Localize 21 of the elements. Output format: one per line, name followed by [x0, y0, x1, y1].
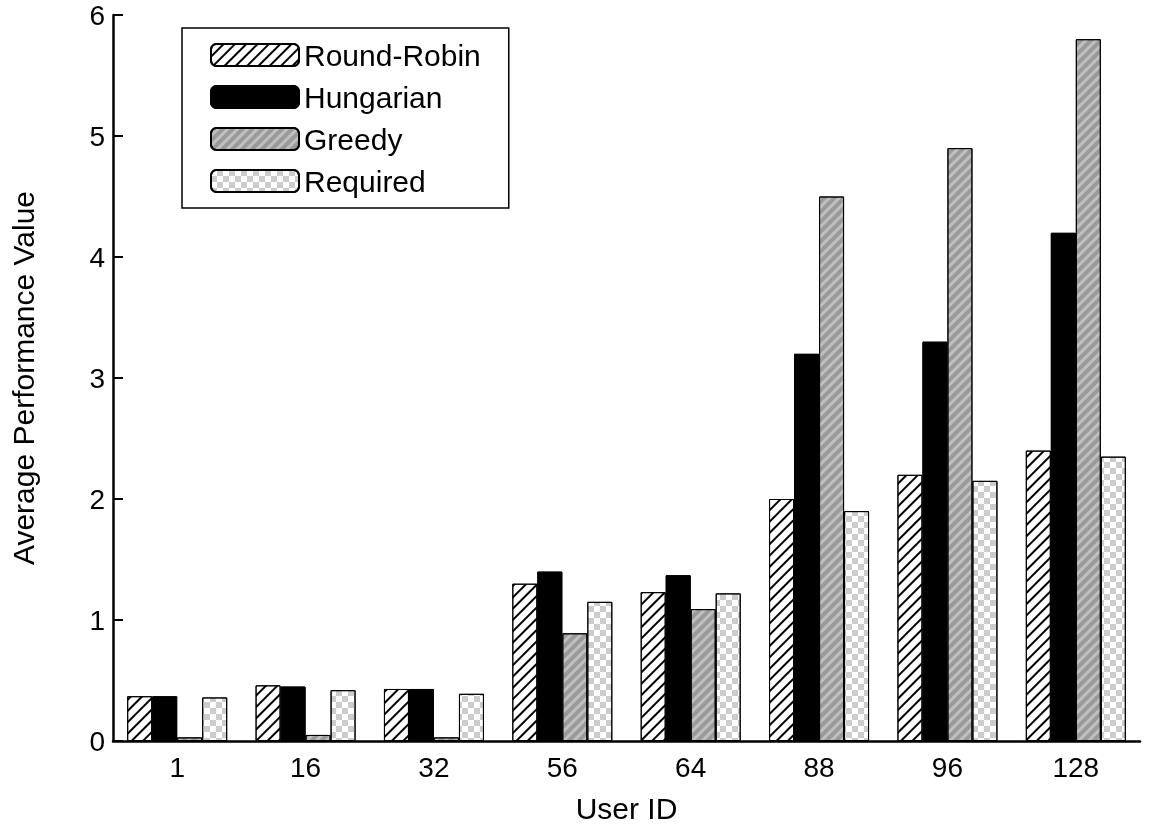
y-tick-label: 2 [89, 483, 105, 515]
x-tick-label: 16 [289, 751, 322, 783]
legend-label: Required [304, 164, 426, 198]
x-tick-label: 56 [546, 751, 578, 783]
legend-label: Hungarian [304, 80, 443, 114]
y-tick-label: 3 [89, 362, 105, 394]
x-tick-label: 96 [931, 751, 964, 783]
x-tick-label: 32 [418, 751, 450, 783]
x-tick-label: 64 [675, 751, 707, 783]
x-tick-label: 1 [169, 751, 185, 783]
y-axis-title: Average Performance Value [6, 190, 40, 566]
x-axis-title: User ID [575, 791, 678, 825]
y-tick-label: 1 [89, 604, 105, 636]
legend-label: Round-Robin [304, 38, 481, 72]
x-tick-label: 88 [803, 751, 835, 783]
y-tick-label: 4 [89, 241, 105, 273]
legend-label: Greedy [304, 122, 403, 156]
y-tick-label: 0 [89, 725, 105, 757]
x-tick-label: 128 [1052, 751, 1100, 783]
y-tick-label: 6 [89, 0, 105, 31]
y-tick-label: 5 [89, 120, 105, 152]
